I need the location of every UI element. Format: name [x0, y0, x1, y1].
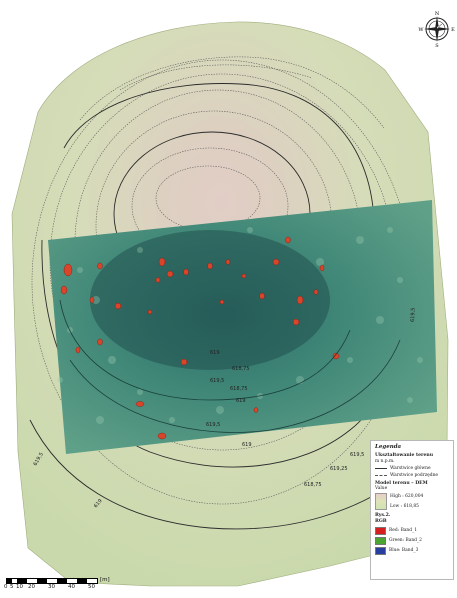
color-ramp-icon — [375, 493, 387, 511]
legend-units: m n.p.m. — [375, 458, 395, 464]
legend-rgb-heading: RGB — [375, 519, 387, 525]
contour-label: 618,75 — [304, 482, 322, 488]
legend-aux-contours: Warstwice podrzędne — [375, 473, 449, 478]
legend-dem-heading: Model terenu – DEM — [375, 480, 428, 486]
scale-tick: 10 — [16, 584, 23, 590]
orthophoto — [48, 200, 437, 454]
contour-label: 619 — [242, 442, 252, 448]
legend-red-band: Red: Band_1 — [375, 526, 449, 535]
legend-value-label: Value — [375, 486, 388, 492]
blue-swatch-icon — [375, 546, 386, 555]
legend-figure-label: Rys.2. — [375, 513, 391, 519]
legend-relief-heading: Ukształtowanie terenu — [375, 453, 434, 459]
solid-line-icon — [375, 467, 387, 469]
contour-label: 619,25 — [330, 466, 348, 472]
scale-tick: 5 — [10, 584, 14, 590]
compass-e: E — [451, 27, 455, 33]
legend-blue-band: Blue: Band_3 — [375, 546, 449, 555]
compass-w: W — [418, 27, 424, 33]
legend-dem-ramp: High : 620,004 Low : 618,85 — [375, 493, 449, 511]
green-swatch-icon — [375, 536, 386, 545]
scale-tick: 0 — [4, 584, 8, 590]
red-swatch-icon — [375, 526, 386, 535]
scale-bar-graphic — [6, 578, 98, 584]
contour-label: 619 — [210, 350, 220, 356]
compass-n: N — [435, 11, 440, 17]
contour-label: 618,75 — [232, 366, 250, 372]
legend-title: Legenda — [375, 444, 402, 450]
map-legend: Legenda Ukształtowanie terenu m n.p.m. W… — [370, 440, 454, 580]
legend-green-band: Green: Band_2 — [375, 536, 449, 545]
contour-label: 619,5 — [410, 308, 416, 323]
legend-main-contours: Warstwice główne — [375, 466, 449, 471]
contour-label: 619,5 — [210, 378, 224, 384]
compass-rose-icon: N S W E — [418, 11, 455, 48]
scale-tick: 50 — [88, 584, 95, 590]
contour-label: 619 — [236, 398, 246, 404]
scale-tick: 30 — [48, 584, 55, 590]
contour-label: 619,5 — [350, 452, 364, 458]
scale-unit: [m] — [100, 577, 110, 583]
scale-bar: [m] 0 5 10 20 30 40 50 — [4, 577, 124, 596]
contour-label: 618,75 — [230, 386, 248, 392]
contour-label: 619 — [93, 498, 104, 509]
dashed-line-icon — [375, 474, 387, 476]
scale-tick: 40 — [68, 584, 75, 590]
legend-high: High : 620,004 — [390, 494, 424, 500]
contour-label: 619,5 — [206, 422, 220, 428]
legend-low: Low : 618,85 — [390, 504, 419, 510]
compass-s: S — [435, 43, 439, 48]
scale-tick: 20 — [28, 584, 35, 590]
